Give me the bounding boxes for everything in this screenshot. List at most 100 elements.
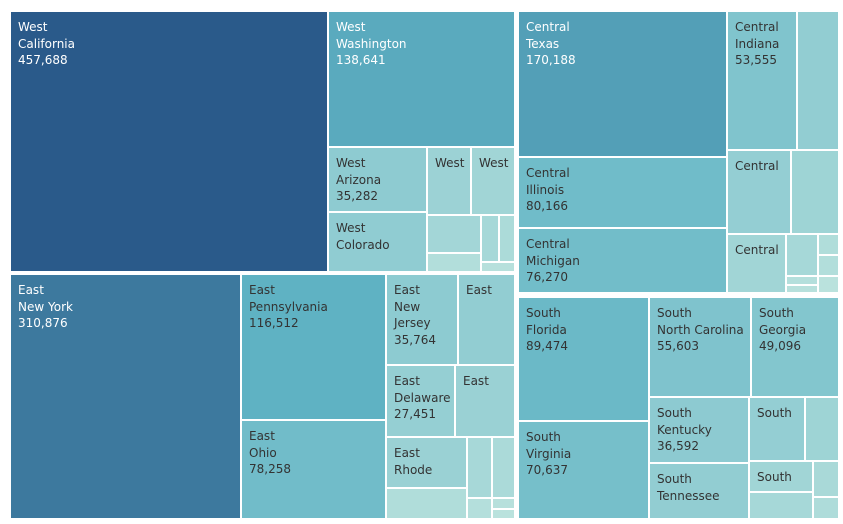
treemap-cell-south-c[interactable]: South [749, 461, 813, 492]
treemap-cell-east-pennsylvania[interactable]: East Pennsylvania 116,512 [241, 274, 386, 420]
region-label: Central [735, 243, 779, 257]
region-label: East [18, 283, 44, 297]
treemap-cell-central-indiana[interactable]: Central Indiana 53,555 [727, 11, 797, 150]
treemap-cell-central-michigan[interactable]: Central Michigan 76,270 [518, 228, 727, 293]
treemap-cell-central-illinois[interactable]: Central Illinois 80,166 [518, 157, 727, 228]
treemap-cell-south-virginia[interactable]: South Virginia 70,637 [518, 421, 649, 519]
state-label: Florida [526, 322, 567, 337]
treemap-cell-south-b[interactable] [805, 397, 839, 461]
treemap-cell-west-arizona[interactable]: West Arizona 35,282 [328, 147, 427, 212]
treemap-cell-east-c[interactable] [467, 437, 492, 498]
treemap-cell-west-b[interactable]: West [471, 147, 515, 215]
treemap-cell-west-f[interactable] [427, 253, 481, 272]
treemap-cell-east-e[interactable] [386, 488, 467, 519]
treemap-cell-west-washington[interactable]: West Washington 138,641 [328, 11, 515, 147]
state-label: Georgia [759, 322, 807, 337]
state-label: Tennessee [657, 488, 720, 503]
state-label: Illinois [526, 182, 565, 197]
region-label: South [526, 306, 561, 320]
state-label: Indiana [735, 36, 780, 51]
treemap-cell-south-georgia[interactable]: South Georgia 49,096 [751, 297, 839, 397]
treemap-cell-east-d[interactable] [492, 437, 515, 498]
value-label: 457,688 [18, 53, 68, 67]
treemap-cell-east-new-jersey[interactable]: East New Jersey 35,764 [386, 274, 458, 365]
value-label: 116,512 [249, 316, 299, 330]
region-label: East [249, 429, 275, 443]
region-label: West [336, 156, 366, 170]
treemap-cell-south-kentucky[interactable]: South Kentucky 36,592 [649, 397, 749, 463]
treemap-cell-east-h[interactable] [492, 509, 515, 519]
value-label: 138,641 [336, 53, 386, 67]
treemap-cell-west-d[interactable] [481, 215, 499, 262]
treemap-cell-central-c[interactable] [791, 150, 839, 234]
treemap-cell-central-a[interactable] [797, 11, 839, 150]
region-label: West [435, 156, 465, 170]
treemap-cell-east-g[interactable] [492, 498, 515, 509]
treemap-cell-west-a[interactable]: West [427, 147, 471, 215]
region-label: West [18, 20, 48, 34]
treemap-cell-east-ohio[interactable]: East Ohio 78,258 [241, 420, 386, 519]
treemap-cell-west-g[interactable] [481, 262, 515, 272]
treemap-cell-south-tennessee[interactable]: South Tennessee [649, 463, 749, 519]
value-label: 36,592 [657, 439, 699, 453]
value-label: 53,555 [735, 53, 777, 67]
treemap-cell-central-b[interactable]: Central [727, 150, 791, 234]
treemap-cell-west-colorado[interactable]: West Colorado [328, 212, 427, 272]
region-label: West [336, 20, 366, 34]
state-label: Arizona [336, 172, 382, 187]
region-label: West [479, 156, 509, 170]
treemap-cell-east-new-york[interactable]: East New York 310,876 [10, 274, 241, 519]
treemap-cell-central-i[interactable] [786, 285, 818, 293]
region-label: Central [526, 237, 570, 251]
treemap-cell-central-e[interactable] [786, 234, 818, 276]
treemap-cell-south-florida[interactable]: South Florida 89,474 [518, 297, 649, 421]
value-label: 49,096 [759, 339, 801, 353]
region-separator [518, 293, 843, 297]
treemap-cell-east-f[interactable] [467, 498, 492, 519]
value-label: 70,637 [526, 463, 568, 477]
state-label: New Jersey [394, 299, 431, 331]
state-label: Ohio [249, 445, 277, 460]
value-label: 35,282 [336, 189, 378, 203]
treemap-cell-central-texas[interactable]: Central Texas 170,188 [518, 11, 727, 157]
region-label: South [759, 306, 794, 320]
region-label: Central [526, 166, 570, 180]
region-label: East [249, 283, 275, 297]
treemap-cell-central-g[interactable] [818, 255, 839, 276]
region-label: East [463, 374, 489, 388]
treemap-cell-south-e[interactable] [813, 461, 839, 497]
region-label: Central [735, 20, 779, 34]
region-label: South [657, 406, 692, 420]
value-label: 170,188 [526, 53, 576, 67]
region-label: South [757, 406, 792, 420]
value-label: 78,258 [249, 462, 291, 476]
treemap-cell-east-delaware[interactable]: East Delaware 27,451 [386, 365, 455, 437]
state-label: Michigan [526, 253, 580, 268]
treemap-cell-west-california[interactable]: West California 457,688 [10, 11, 328, 272]
treemap-cell-west-c[interactable] [427, 215, 481, 253]
treemap-cell-east-rhode[interactable]: East Rhode [386, 437, 467, 488]
treemap-cell-west-e[interactable] [499, 215, 515, 262]
value-label: 310,876 [18, 316, 68, 330]
state-label: Virginia [526, 446, 572, 461]
treemap-cell-south-f[interactable] [813, 497, 839, 519]
treemap-cell-south-north-carolina[interactable]: South North Carolina 55,603 [649, 297, 751, 397]
region-separator [515, 0, 519, 524]
value-label: 80,166 [526, 199, 568, 213]
treemap-cell-east-a[interactable]: East [458, 274, 515, 365]
treemap-cell-south-d[interactable] [749, 492, 813, 519]
state-label: Texas [526, 36, 560, 51]
treemap-cell-central-d[interactable]: Central [727, 234, 786, 293]
state-label: California [18, 36, 75, 51]
region-label: Central [735, 159, 779, 173]
state-label: Delaware [394, 390, 451, 405]
treemap-cell-central-f[interactable] [818, 234, 839, 255]
treemap-cell-south-a[interactable]: South [749, 397, 805, 461]
value-label: 35,764 [394, 332, 436, 347]
region-label: Central [526, 20, 570, 34]
region-separator [0, 272, 516, 275]
treemap-cell-east-b[interactable]: East [455, 365, 515, 437]
region-label: East [394, 374, 420, 388]
treemap-cell-central-h[interactable] [786, 276, 818, 285]
treemap-cell-central-j[interactable] [818, 276, 839, 293]
